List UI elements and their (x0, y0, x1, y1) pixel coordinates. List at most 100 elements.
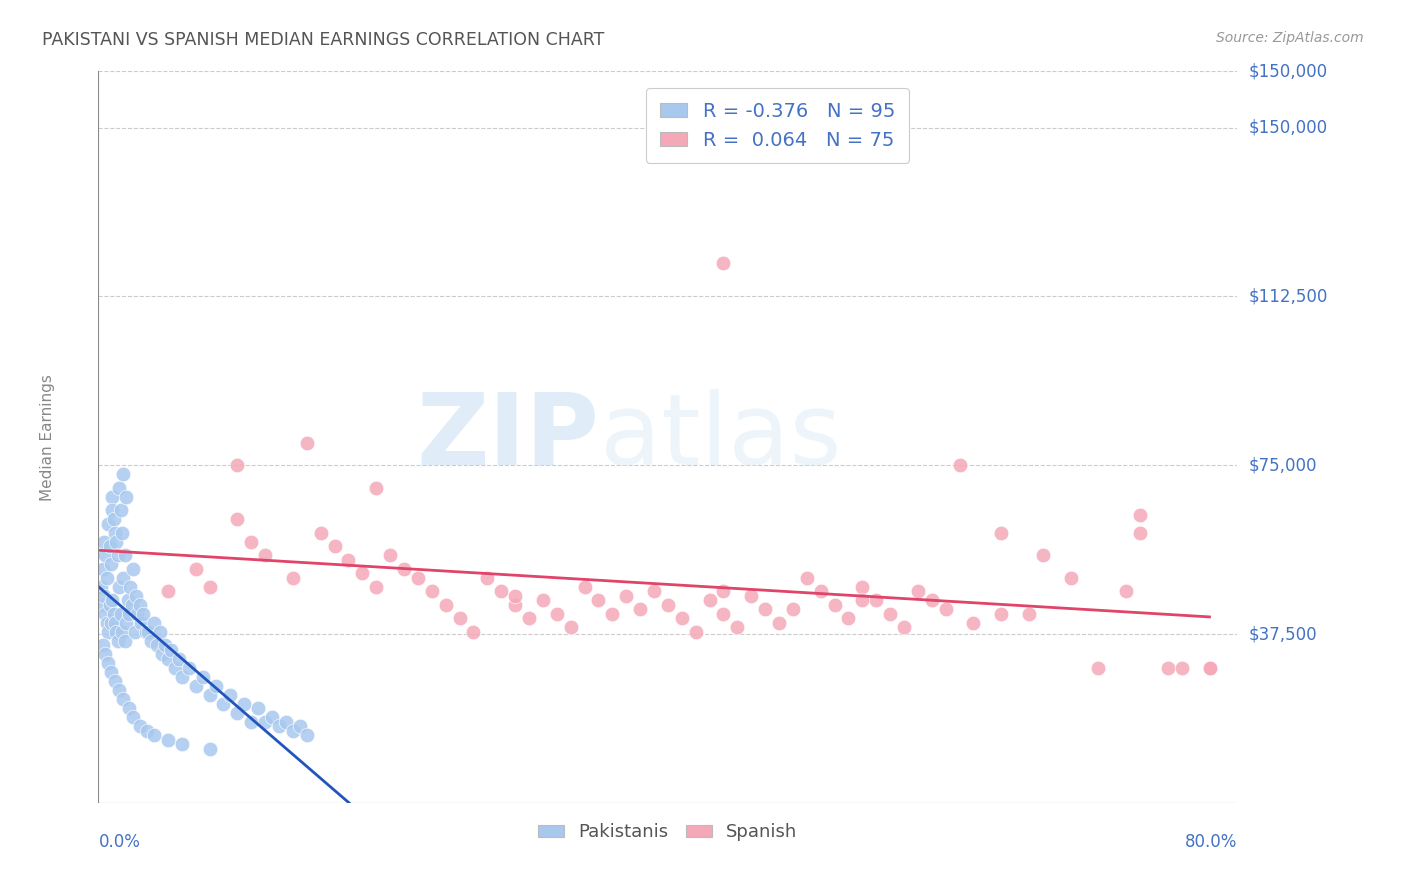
Point (449, 611, 471, 625)
Point (145, 638, 167, 652)
Point (768, 615, 790, 630)
Text: $75,000: $75,000 (1249, 456, 1317, 475)
Point (124, 624, 146, 639)
Point (191, 670, 214, 684)
Point (226, 512, 249, 526)
Point (111, 525, 134, 540)
Point (112, 692, 135, 706)
Point (406, 571, 429, 585)
Text: atlas: atlas (599, 389, 841, 485)
Point (184, 679, 207, 693)
Point (337, 553, 360, 567)
Point (94, 647, 117, 661)
Text: Median Earnings: Median Earnings (39, 374, 55, 500)
Point (366, 580, 388, 594)
Point (129, 719, 152, 733)
Text: $150,000: $150,000 (1249, 119, 1327, 136)
Point (105, 624, 128, 639)
Point (628, 602, 651, 616)
Point (378, 548, 401, 562)
Point (118, 701, 141, 715)
Point (754, 602, 776, 616)
Point (170, 737, 193, 751)
Point (108, 481, 131, 495)
Point (935, 602, 957, 616)
Point (143, 728, 166, 742)
Point (110, 607, 132, 621)
Point (198, 580, 221, 594)
Point (288, 719, 311, 733)
Point (254, 548, 277, 562)
Point (671, 611, 693, 625)
Point (560, 620, 582, 634)
Point (111, 624, 134, 639)
Point (1087, 661, 1109, 675)
Point (184, 562, 207, 576)
Point (98, 598, 121, 612)
Point (97, 516, 120, 531)
Point (352, 566, 374, 581)
Point (122, 710, 145, 724)
Point (101, 503, 124, 517)
Point (167, 652, 190, 666)
Point (93, 589, 115, 603)
Point (156, 652, 179, 666)
Point (699, 593, 721, 607)
Point (281, 571, 304, 585)
Point (1129, 525, 1152, 540)
Point (104, 525, 127, 540)
Point (851, 580, 873, 594)
Text: $150,000: $150,000 (1249, 62, 1327, 80)
Point (810, 584, 832, 599)
Point (463, 624, 485, 639)
Point (93, 534, 115, 549)
Point (990, 525, 1012, 540)
Point (104, 674, 127, 689)
Point (392, 562, 415, 576)
Point (517, 611, 540, 625)
Point (138, 624, 160, 639)
Point (212, 697, 235, 711)
Point (100, 615, 122, 630)
Point (163, 661, 186, 675)
Point (107, 633, 129, 648)
Point (295, 728, 318, 742)
Point (260, 710, 283, 724)
Point (131, 615, 153, 630)
Point (851, 593, 873, 607)
Point (1129, 508, 1152, 522)
Point (103, 607, 125, 621)
Text: $112,500: $112,500 (1249, 287, 1327, 305)
Point (893, 620, 915, 634)
Point (1032, 548, 1054, 562)
Point (101, 593, 124, 607)
Point (219, 688, 242, 702)
Point (148, 624, 170, 639)
Point (91, 598, 114, 612)
Point (685, 624, 707, 639)
Point (240, 714, 263, 729)
Point (132, 607, 155, 621)
Point (274, 714, 297, 729)
Point (713, 584, 735, 599)
Point (226, 458, 249, 473)
Point (796, 571, 818, 585)
Point (574, 580, 596, 594)
Point (226, 706, 249, 720)
Point (1198, 661, 1220, 675)
Point (323, 539, 346, 553)
Point (122, 562, 145, 576)
Point (1059, 571, 1081, 585)
Point (879, 607, 901, 621)
Point (121, 598, 143, 612)
Point (281, 723, 304, 738)
Point (118, 607, 141, 621)
Point (420, 584, 443, 599)
Point (725, 620, 748, 634)
Point (503, 598, 526, 612)
Point (1170, 661, 1192, 675)
Point (309, 525, 332, 540)
Point (366, 481, 388, 495)
Point (127, 607, 149, 621)
Point (600, 607, 623, 621)
